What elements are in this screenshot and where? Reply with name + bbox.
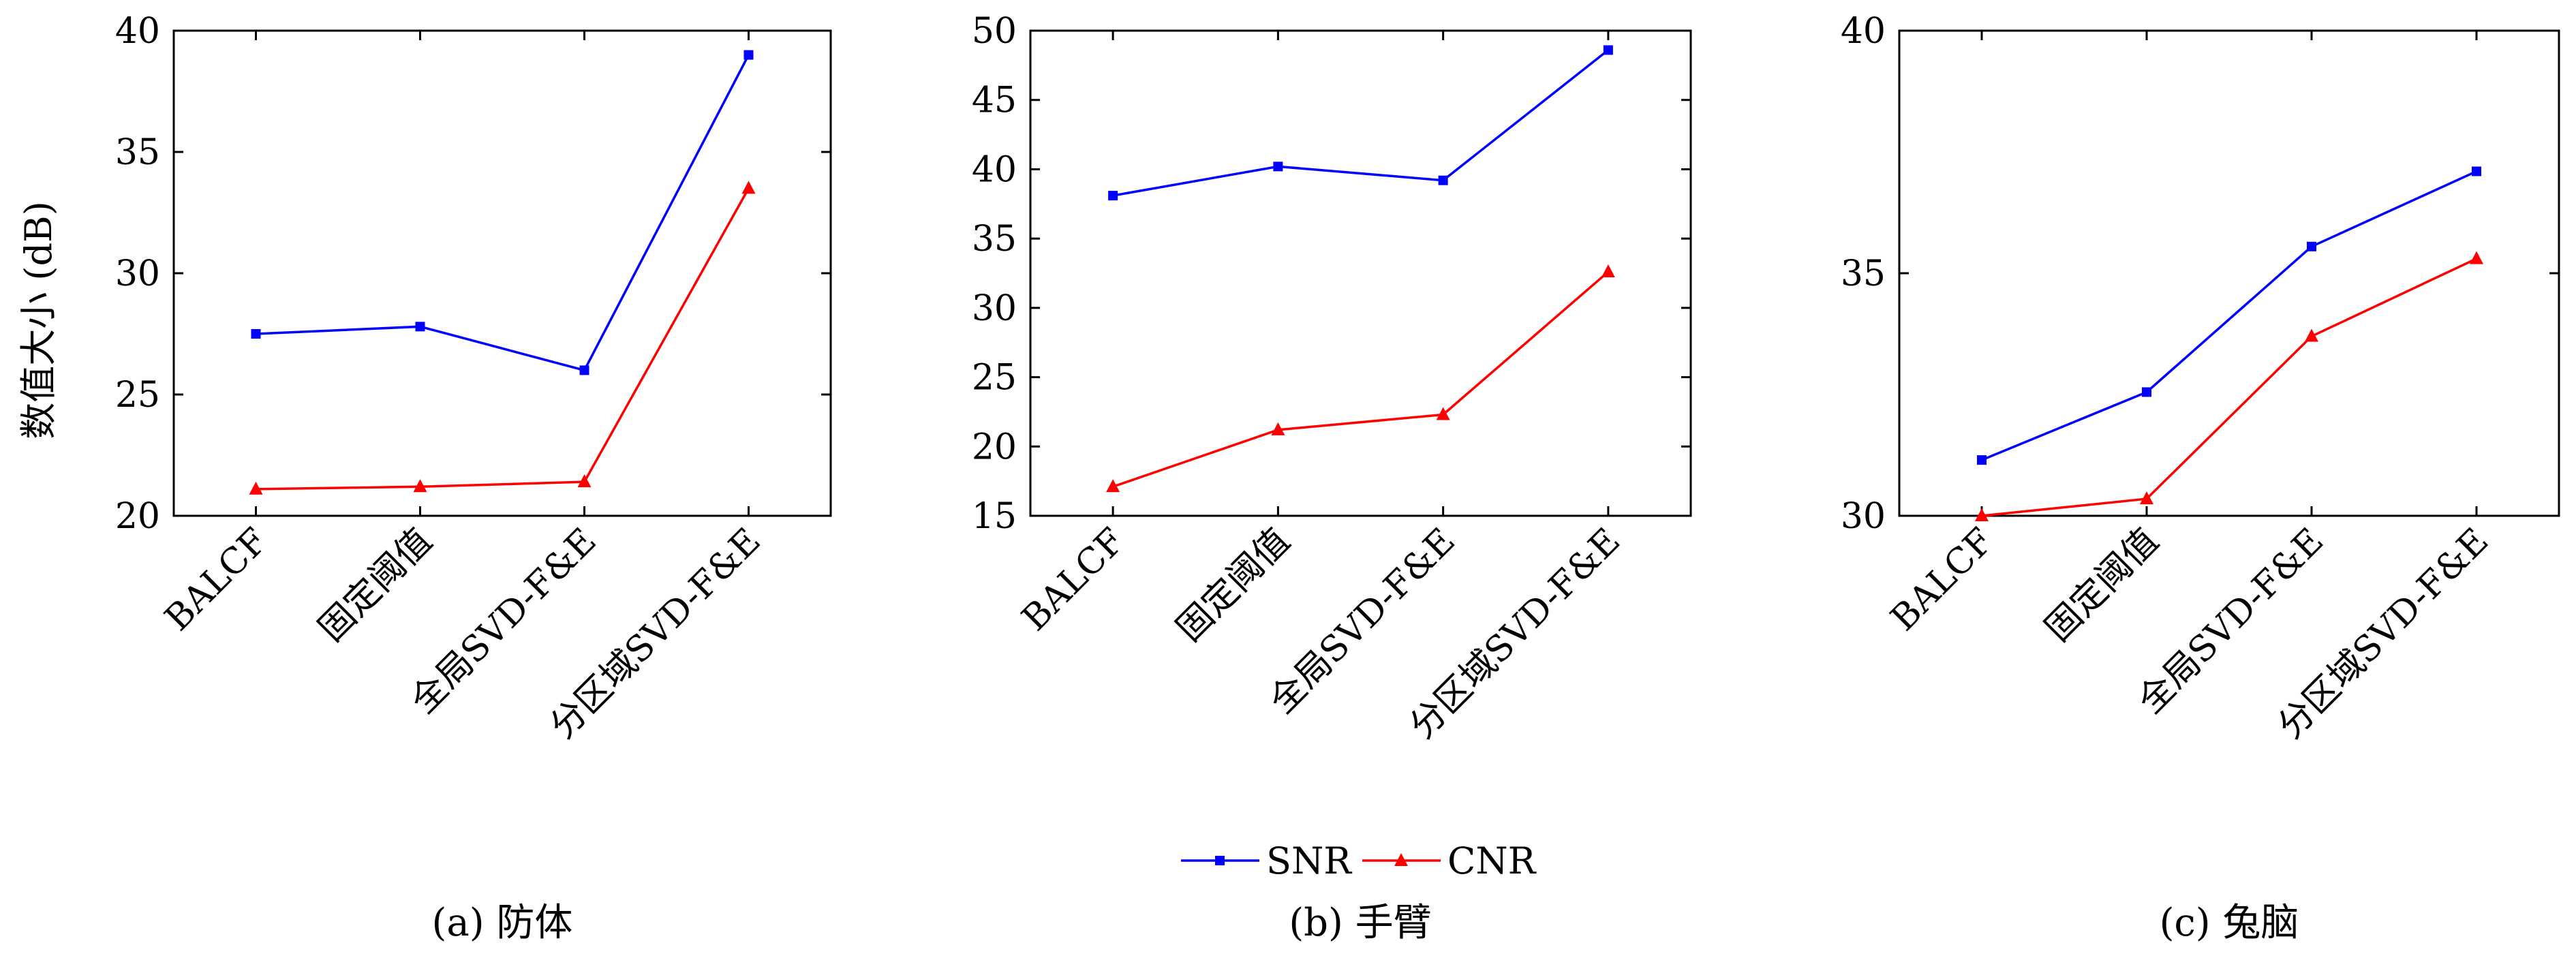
- legend-label-snr: SNR: [1266, 839, 1352, 882]
- data-point-cnr: [413, 479, 427, 493]
- series-line-cnr: [1981, 258, 2477, 517]
- x-tick-label: 固定阈值: [1169, 521, 1298, 650]
- subplot-title: (b) 手臂: [1289, 901, 1431, 945]
- data-point-snr: [1273, 161, 1283, 172]
- y-tick-label: 40: [115, 11, 160, 52]
- subplot-title: (a) 防体: [432, 901, 573, 945]
- y-tick-label: 35: [1841, 253, 1886, 294]
- y-tick-label: 45: [972, 80, 1017, 121]
- data-point-cnr: [1436, 407, 1450, 420]
- y-tick-label: 30: [972, 288, 1017, 329]
- legend-marker-snr: [1215, 856, 1225, 865]
- y-tick-label: 20: [115, 496, 160, 537]
- data-point-snr: [2142, 387, 2151, 397]
- data-point-snr: [2307, 241, 2316, 251]
- data-point-snr: [579, 365, 589, 375]
- y-tick-label: 25: [115, 375, 160, 416]
- y-tick-label: 20: [972, 427, 1017, 467]
- data-point-snr: [743, 50, 754, 60]
- plot-frame: [172, 29, 832, 517]
- x-tick-label: BALCF: [157, 521, 276, 639]
- data-point-cnr: [2305, 328, 2318, 342]
- y-tick-label: 40: [1841, 11, 1886, 52]
- y-tick-label: 40: [972, 149, 1017, 190]
- data-point-snr: [1108, 191, 1118, 201]
- data-point-snr: [415, 322, 425, 332]
- data-point-cnr: [1975, 508, 1989, 521]
- series-line-cnr: [256, 187, 750, 491]
- data-point-cnr: [249, 481, 263, 495]
- data-point-cnr: [2470, 251, 2483, 264]
- plot-frame: [1898, 29, 2560, 517]
- legend-label-cnr: CNR: [1447, 839, 1537, 882]
- legend: SNR CNR: [1181, 839, 1537, 882]
- data-point-cnr: [1271, 422, 1285, 435]
- x-tick-label: 固定阈值: [311, 521, 440, 650]
- y-tick-label: 30: [115, 253, 160, 294]
- legend-marker-cnr: [1394, 853, 1408, 866]
- x-tick-label: 固定阈值: [2038, 521, 2167, 650]
- y-tick-label: 25: [972, 358, 1017, 399]
- data-point-cnr: [577, 474, 592, 488]
- series-line-snr: [1112, 49, 1609, 197]
- x-tick-label: BALCF: [1014, 521, 1133, 639]
- data-point-cnr: [741, 181, 756, 194]
- y-axis-label: 数值大小 (dB): [17, 201, 60, 439]
- y-tick-label: 30: [1841, 496, 1886, 537]
- series-line-cnr: [1112, 271, 1610, 488]
- x-tick-label: BALCF: [1883, 521, 2002, 639]
- y-tick-label: 50: [972, 11, 1017, 52]
- data-point-cnr: [2140, 491, 2153, 505]
- y-tick-label: 15: [972, 496, 1017, 537]
- data-point-snr: [1977, 455, 1987, 465]
- plot-frame: [1029, 29, 1692, 517]
- data-point-snr: [2472, 166, 2481, 176]
- subplot-title: (c) 兔脑: [2160, 901, 2299, 945]
- y-tick-label: 35: [972, 219, 1017, 260]
- data-point-snr: [251, 329, 261, 339]
- data-point-snr: [1603, 45, 1613, 55]
- data-point-cnr: [1601, 264, 1615, 277]
- series-line-snr: [256, 54, 750, 372]
- y-tick-label: 35: [115, 132, 160, 173]
- series-line-snr: [1981, 170, 2477, 461]
- data-point-snr: [1438, 175, 1448, 185]
- data-point-cnr: [1106, 479, 1120, 493]
